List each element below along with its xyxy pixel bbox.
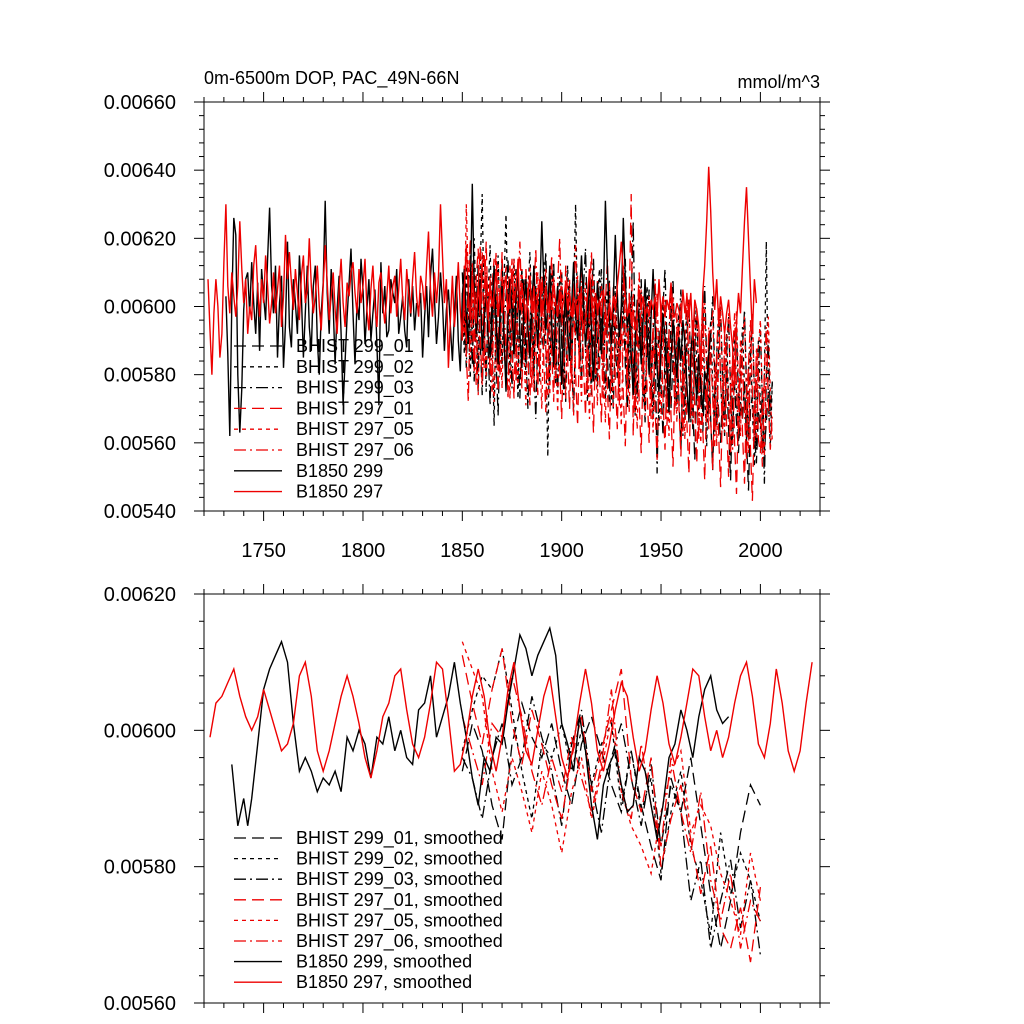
top-legend-label-7: B1850 299 [296,461,383,481]
bottom-y-tick-label: 0.00600 [104,720,176,742]
bottom-legend-label-5: BHIST 297_05, smoothed [296,910,503,931]
top-legend-label-6: BHIST 297_06 [296,440,414,461]
top-y-tick-label: 0.00580 [104,365,176,387]
top-legend-label-2: BHIST 299_02 [296,357,414,378]
top-y-tick-label: 0.00560 [104,433,176,455]
top-series-line-6 [461,238,773,467]
bottom-series-line-6 [461,675,761,949]
top-x-tick-label: 2000 [738,540,783,562]
top-y-tick-label: 0.00660 [104,92,176,114]
top-legend-label-4: BHIST 297_01 [296,398,414,419]
top-x-tick-label: 1900 [539,540,584,562]
top-legend-label-5: BHIST 297_05 [296,419,414,440]
bottom-series-line-4 [461,648,762,963]
top-x-tick-label: 1750 [241,540,286,562]
bottom-legend-label-2: BHIST 299_02, smoothed [296,849,503,870]
bottom-legend-label-4: BHIST 297_01, smoothed [296,890,503,911]
bottom-legend-label-3: BHIST 299_03, smoothed [296,869,503,890]
bottom-legend-label-1: BHIST 299_01, smoothed [296,828,503,849]
bottom-series-line-7 [231,625,730,840]
top-series-line-8 [207,166,758,385]
bottom-y-tick-label: 0.00560 [104,993,176,1015]
top-panel-title: 0m-6500m DOP, PAC_49N-66N [204,68,459,89]
bottom-y-tick-label: 0.00620 [104,584,176,606]
top-series-line-5 [461,204,773,457]
bottom-panel: 0.00560 0.00580 0.00600 0.00620 BHIST 299_0… [104,584,830,1015]
bottom-axes: 0.00560 0.00580 0.00600 0.00620 [104,584,830,1015]
bottom-legend-label-6: BHIST 297_06, smoothed [296,931,503,952]
top-panel-units-label: mmol/m^3 [738,72,820,92]
top-y-tick-label: 0.00600 [104,297,176,319]
bottom-series-line-3 [461,696,762,956]
top-x-tick-label: 1950 [639,540,684,562]
top-y-tick-label: 0.00640 [104,160,176,182]
top-x-tick-label: 1850 [440,540,485,562]
bottom-series-line-2 [461,648,762,935]
bottom-series-line-8 [209,659,813,779]
top-panel: 0m-6500m DOP, PAC_49N-66N mmol/m^3 1750 1… [104,68,830,562]
top-legend-label-1: BHIST 299_01 [296,336,414,357]
top-y-tick-label: 0.00540 [104,501,176,523]
top-legend-label-8: B1850 297 [296,482,383,502]
bottom-legend-label-8: B1850 297, smoothed [296,972,472,992]
bottom-series-group [209,625,813,963]
bottom-legend-label-7: B1850 299, smoothed [296,952,472,972]
top-series-line-2 [461,193,773,467]
bottom-plot-frame [203,593,821,1004]
top-legend-label-3: BHIST 299_03 [296,378,414,399]
top-series-group [207,166,773,501]
top-axes: 1750 1800 1850 1900 1950 2000 0.00540 0.00560 0.… [104,92,830,562]
top-y-tick-label: 0.00620 [104,228,176,250]
top-series-line-7 [225,183,712,437]
top-x-tick-label: 1800 [341,540,386,562]
bottom-y-tick-label: 0.00580 [104,857,176,879]
